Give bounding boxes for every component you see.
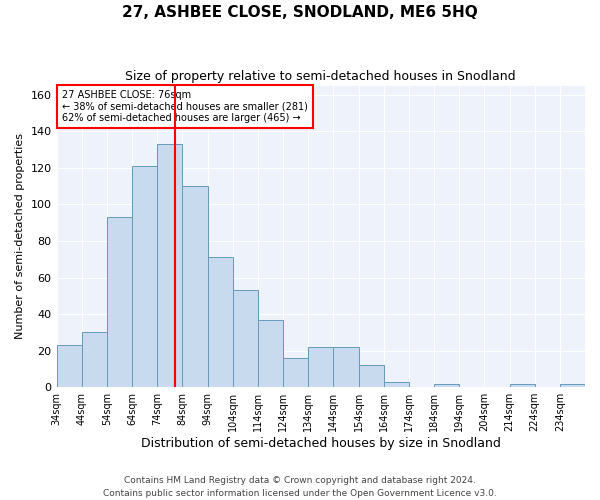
Bar	[509, 384, 535, 387]
Bar	[182, 186, 208, 387]
Bar	[560, 384, 585, 387]
Bar	[56, 345, 82, 387]
Bar	[334, 347, 359, 387]
Bar	[434, 384, 459, 387]
Bar	[157, 144, 182, 387]
Text: 27 ASHBEE CLOSE: 76sqm
← 38% of semi-detached houses are smaller (281)
62% of se: 27 ASHBEE CLOSE: 76sqm ← 38% of semi-det…	[62, 90, 308, 124]
Bar	[283, 358, 308, 387]
Title: Size of property relative to semi-detached houses in Snodland: Size of property relative to semi-detach…	[125, 70, 516, 83]
Text: 27, ASHBEE CLOSE, SNODLAND, ME6 5HQ: 27, ASHBEE CLOSE, SNODLAND, ME6 5HQ	[122, 5, 478, 20]
Text: Contains HM Land Registry data © Crown copyright and database right 2024.
Contai: Contains HM Land Registry data © Crown c…	[103, 476, 497, 498]
Bar	[208, 258, 233, 387]
Bar	[82, 332, 107, 387]
Bar	[359, 366, 383, 387]
Bar	[233, 290, 258, 387]
Bar	[107, 217, 132, 387]
Bar	[383, 382, 409, 387]
Bar	[132, 166, 157, 387]
Bar	[258, 320, 283, 387]
Bar	[308, 347, 334, 387]
Y-axis label: Number of semi-detached properties: Number of semi-detached properties	[15, 134, 25, 340]
X-axis label: Distribution of semi-detached houses by size in Snodland: Distribution of semi-detached houses by …	[141, 437, 501, 450]
